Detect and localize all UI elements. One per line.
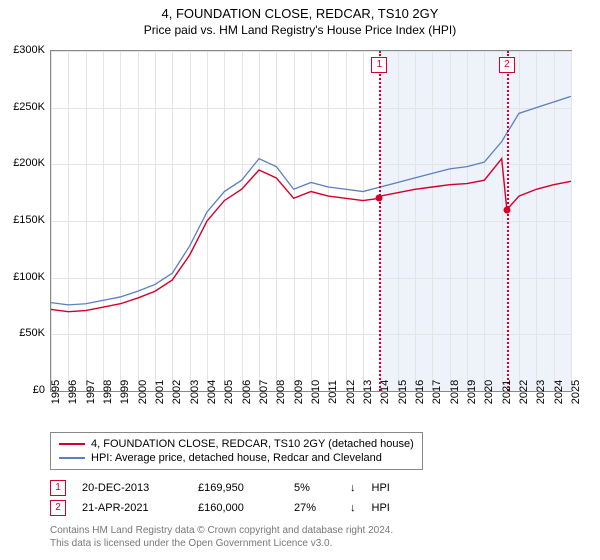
legend-swatch (59, 443, 85, 445)
down-arrow-icon: ↓ (350, 482, 356, 494)
marker-label-box: 1 (371, 57, 387, 73)
transaction-date: 20-DEC-2013 (82, 482, 182, 494)
x-axis-label: 2017 (431, 380, 443, 404)
transaction-pct: 5% (294, 482, 334, 494)
legend: 4, FOUNDATION CLOSE, REDCAR, TS10 2GY (d… (50, 432, 423, 470)
x-axis-label: 2004 (206, 380, 218, 404)
x-axis-label: 2019 (466, 380, 478, 404)
x-axis-label: 2018 (449, 380, 461, 404)
x-axis-label: 2007 (258, 380, 270, 404)
down-arrow-icon: ↓ (350, 502, 356, 514)
x-axis-label: 2005 (223, 380, 235, 404)
transaction-pct: 27% (294, 502, 334, 514)
chart-lines (51, 51, 571, 391)
footer-line2: This data is licensed under the Open Gov… (50, 537, 393, 550)
y-axis-label: £300K (13, 44, 45, 56)
x-axis-label: 2021 (501, 380, 513, 404)
series-hpi (51, 96, 571, 305)
legend-item: HPI: Average price, detached house, Redc… (59, 451, 414, 465)
marker-label-box: 2 (499, 57, 515, 73)
chart-subtitle: Price paid vs. HM Land Registry's House … (0, 21, 600, 37)
marker-dot (376, 195, 383, 202)
transaction-marker: 1 (50, 480, 66, 496)
transaction-row: 1 20-DEC-2013 £169,950 5% ↓ HPI (50, 478, 390, 498)
x-axis-label: 2024 (553, 380, 565, 404)
marker-vline (507, 51, 509, 391)
transaction-marker: 2 (50, 500, 66, 516)
footer-attribution: Contains HM Land Registry data © Crown c… (50, 524, 393, 550)
x-axis-label: 2009 (293, 380, 305, 404)
y-axis-label: £250K (13, 101, 45, 113)
x-axis-label: 2015 (397, 380, 409, 404)
x-axis-label: 2014 (379, 380, 391, 404)
gridline-v (571, 51, 572, 391)
chart-plot-area: 12 (50, 50, 572, 392)
transaction-price: £160,000 (198, 502, 278, 514)
marker-dot (503, 206, 510, 213)
x-axis-label: 2016 (414, 380, 426, 404)
y-axis-label: £0 (33, 384, 45, 396)
transaction-ref: HPI (372, 502, 390, 514)
transaction-row: 2 21-APR-2021 £160,000 27% ↓ HPI (50, 498, 390, 518)
series-property (51, 159, 571, 312)
x-axis-label: 2012 (345, 380, 357, 404)
transaction-ref: HPI (372, 482, 390, 494)
chart-title: 4, FOUNDATION CLOSE, REDCAR, TS10 2GY (0, 0, 600, 21)
x-axis-label: 1997 (85, 380, 97, 404)
x-axis-label: 2011 (327, 380, 339, 404)
transaction-price: £169,950 (198, 482, 278, 494)
x-axis-label: 2006 (241, 380, 253, 404)
x-axis-label: 2020 (483, 380, 495, 404)
footer-line1: Contains HM Land Registry data © Crown c… (50, 524, 393, 537)
legend-swatch (59, 457, 85, 459)
legend-label: HPI: Average price, detached house, Redc… (91, 452, 382, 464)
marker-vline (379, 51, 381, 391)
x-axis-label: 1999 (119, 380, 131, 404)
transaction-date: 21-APR-2021 (82, 502, 182, 514)
x-axis-label: 2001 (154, 380, 166, 404)
x-axis-label: 2000 (137, 380, 149, 404)
x-axis-label: 2003 (189, 380, 201, 404)
x-axis-label: 2010 (310, 380, 322, 404)
transactions-table: 1 20-DEC-2013 £169,950 5% ↓ HPI 2 21-APR-2021 £1… (50, 478, 390, 518)
x-axis-label: 2022 (518, 380, 530, 404)
y-axis-label: £100K (13, 271, 45, 283)
y-axis-label: £50K (19, 327, 45, 339)
x-axis-label: 1998 (102, 380, 114, 404)
x-axis-label: 2025 (570, 380, 582, 404)
x-axis-label: 1995 (50, 380, 62, 404)
x-axis-label: 1996 (67, 380, 79, 404)
y-axis-label: £200K (13, 157, 45, 169)
x-axis-label: 2008 (275, 380, 287, 404)
legend-label: 4, FOUNDATION CLOSE, REDCAR, TS10 2GY (d… (91, 438, 414, 450)
legend-item: 4, FOUNDATION CLOSE, REDCAR, TS10 2GY (d… (59, 437, 414, 451)
y-axis-label: £150K (13, 214, 45, 226)
x-axis-label: 2023 (535, 380, 547, 404)
x-axis-label: 2013 (362, 380, 374, 404)
x-axis-label: 2002 (171, 380, 183, 404)
